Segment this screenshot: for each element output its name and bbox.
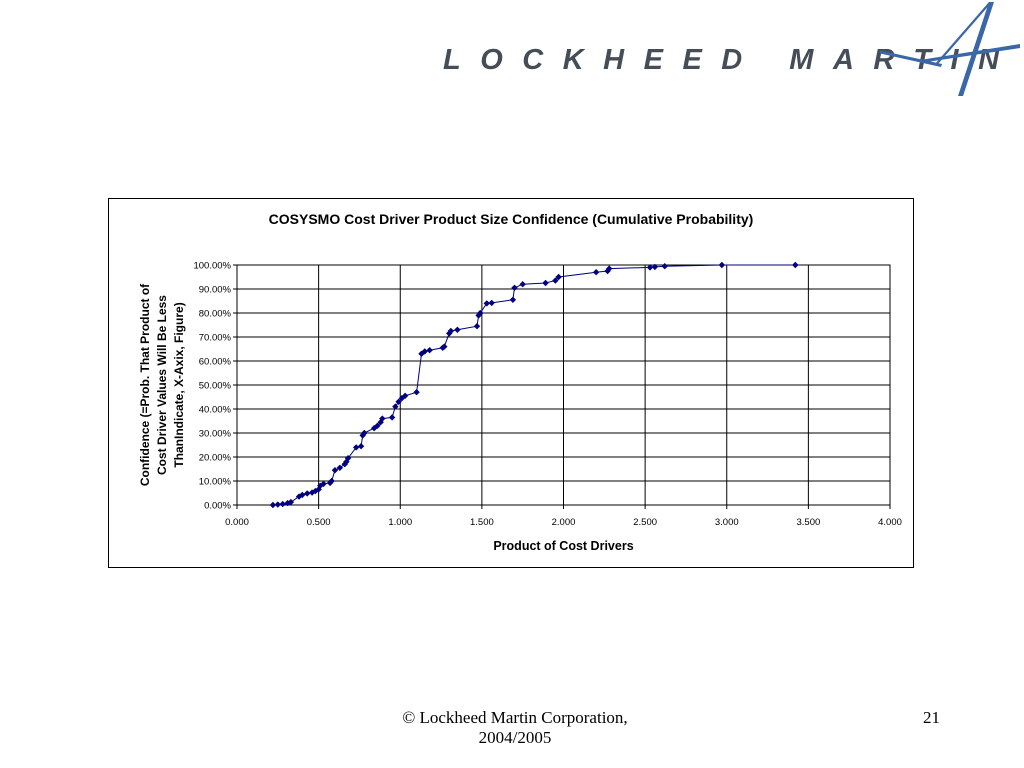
y-tick-label: 20.00%	[199, 453, 232, 464]
data-point-marker	[392, 403, 399, 410]
y-tick-label: 60.00%	[199, 357, 232, 368]
data-point-marker	[651, 263, 659, 271]
data-point-marker	[542, 279, 549, 287]
data-point-marker	[552, 277, 559, 284]
data-point-marker	[344, 455, 352, 462]
data-point-marker	[718, 261, 726, 269]
data-point-marker	[473, 323, 481, 330]
data-point-marker	[454, 326, 461, 333]
x-tick-label: 0.000	[225, 517, 249, 528]
data-point-marker	[519, 281, 526, 288]
lockheed-martin-star-logo	[880, 2, 1020, 96]
data-point-marker	[401, 392, 409, 399]
y-axis-label-line: Confidence (=Prob. That Product of	[138, 283, 152, 486]
data-point-marker	[483, 300, 490, 307]
data-point-marker	[331, 467, 339, 474]
y-axis-label-line: Cost Driver Values Will Be Less	[155, 295, 169, 475]
data-point-marker	[646, 264, 654, 271]
y-tick-label: 0.00%	[204, 501, 231, 512]
x-tick-label: 4.000	[878, 517, 902, 528]
data-point-marker	[303, 490, 311, 497]
data-point-marker	[488, 299, 495, 307]
data-point-marker	[426, 347, 433, 354]
data-point-marker	[421, 348, 428, 355]
y-tick-label: 40.00%	[199, 405, 232, 416]
x-tick-label: 0.500	[307, 517, 331, 528]
x-tick-label: 3.500	[796, 517, 820, 528]
data-point-marker	[511, 284, 518, 291]
y-tick-label: 80.00%	[199, 309, 232, 320]
data-point-marker	[328, 477, 335, 485]
copyright-line-2: 2004/2005	[478, 728, 552, 747]
y-tick-label: 10.00%	[199, 477, 232, 488]
x-tick-label: 2.500	[633, 517, 657, 528]
data-point-marker	[287, 498, 295, 506]
x-tick-label: 2.000	[552, 517, 576, 528]
data-point-marker	[661, 263, 668, 270]
data-point-marker	[592, 269, 600, 276]
data-point-marker	[320, 480, 327, 488]
y-tick-label: 50.00%	[199, 381, 232, 392]
y-tick-label: 70.00%	[199, 333, 232, 344]
y-axis-label-line: ThanIndicate, X-Axix, Figure)	[172, 302, 186, 467]
data-point-marker	[413, 389, 420, 396]
copyright-line-1: © Lockheed Martin Corporation,	[402, 708, 628, 727]
y-tick-label: 100.00%	[193, 261, 231, 272]
data-point-marker	[357, 443, 365, 450]
data-point-marker	[269, 501, 277, 509]
x-tick-label: 3.000	[715, 517, 739, 528]
lockheed-martin-wordmark: LOCKHEED MARTIN	[443, 44, 1019, 76]
x-tick-label: 1.000	[388, 517, 412, 528]
chart-title: COSYSMO Cost Driver Product Size Confide…	[268, 211, 754, 227]
data-point-marker	[374, 422, 381, 429]
x-tick-label: 1.500	[470, 517, 494, 528]
data-point-marker	[361, 429, 368, 437]
data-point-marker	[792, 261, 799, 269]
y-tick-label: 30.00%	[199, 429, 232, 440]
data-point-marker	[477, 309, 484, 317]
data-point-marker	[395, 398, 402, 405]
y-tick-label: 90.00%	[199, 285, 232, 296]
data-point-marker	[279, 500, 286, 508]
page-number: 21	[923, 708, 940, 727]
data-point-marker	[441, 343, 448, 350]
footer-copyright: © Lockheed Martin Corporation, 2004/2005	[360, 708, 670, 748]
data-point-marker	[447, 327, 455, 335]
data-point-marker	[299, 491, 306, 499]
data-point-marker	[379, 415, 386, 422]
scatter-plot: 0.00% 10.00% 20.00% 30.00% 40.00% 50.00% 60.00…	[138, 261, 902, 554]
data-point-marker	[352, 444, 360, 451]
data-point-marker	[274, 501, 282, 508]
data-point-marker	[388, 414, 396, 421]
data-point-marker	[509, 296, 517, 303]
x-axis-label: Product of Cost Drivers	[493, 539, 633, 553]
